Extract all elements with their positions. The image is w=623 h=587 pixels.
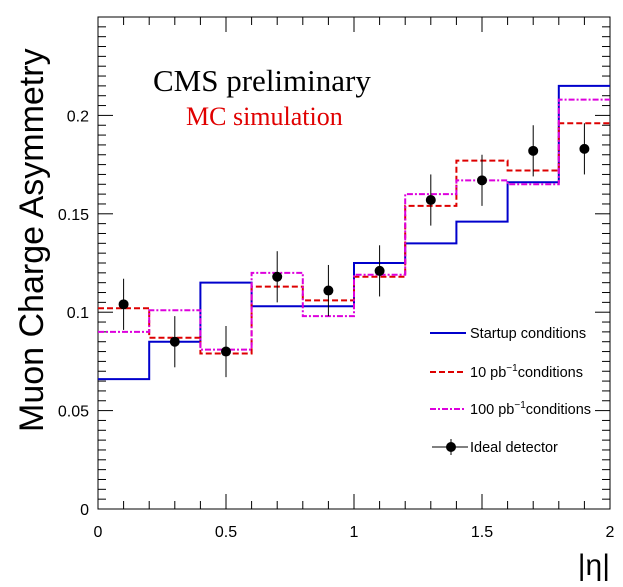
legend-label: Ideal detector [470, 440, 558, 456]
data-point [374, 265, 385, 276]
legend-label-sup: −1 [514, 400, 526, 411]
chart-title: CMS preliminary [153, 63, 371, 98]
y-tick-label: 0.15 [58, 207, 89, 224]
x-tick-label: 0.5 [215, 524, 237, 541]
axis-ticks [97, 16, 611, 510]
data-point [118, 299, 129, 310]
data-point [528, 145, 539, 156]
legend-label-tail: conditions [526, 402, 591, 418]
x-axis-title: |η| [578, 549, 610, 582]
series-dashdot-step [98, 98, 610, 351]
data-point [221, 346, 231, 357]
x-tick-label: 0 [94, 524, 103, 541]
legend-label: 100 pb−1conditions [470, 400, 591, 418]
axis-tick-labels: 0 0.5 1 1.5 2 0 0.05 0.1 0.15 0.2 [58, 108, 615, 541]
series-layer [98, 84, 610, 381]
chart-subtitle: MC simulation [186, 102, 343, 131]
legend-label: 10 pb−1conditions [470, 363, 583, 381]
legend: Startup conditions 10 pb−1conditions 100 p… [430, 326, 591, 456]
y-tick-label: 0.2 [67, 108, 89, 125]
y-tick-label: 0.1 [67, 305, 89, 322]
data-point [272, 271, 283, 282]
x-tick-label: 1 [350, 524, 359, 541]
x-tick-label: 1.5 [471, 524, 493, 541]
step-line [98, 98, 610, 351]
data-point [579, 143, 590, 154]
data-point [477, 175, 487, 186]
legend-label-tail: conditions [518, 365, 583, 381]
y-tick-label: 0.05 [58, 404, 89, 421]
legend-label: Startup conditions [470, 326, 586, 342]
y-axis-title: Muon Charge Asymmetry [13, 48, 51, 432]
legend-swatch [446, 442, 456, 452]
series-points-errorbars [118, 123, 590, 378]
legend-label-sup: −1 [506, 363, 518, 374]
y-tick-label: 0 [80, 502, 89, 519]
data-point [323, 285, 334, 296]
data-point [425, 195, 436, 206]
x-tick-label: 2 [606, 524, 615, 541]
data-point [169, 336, 180, 347]
